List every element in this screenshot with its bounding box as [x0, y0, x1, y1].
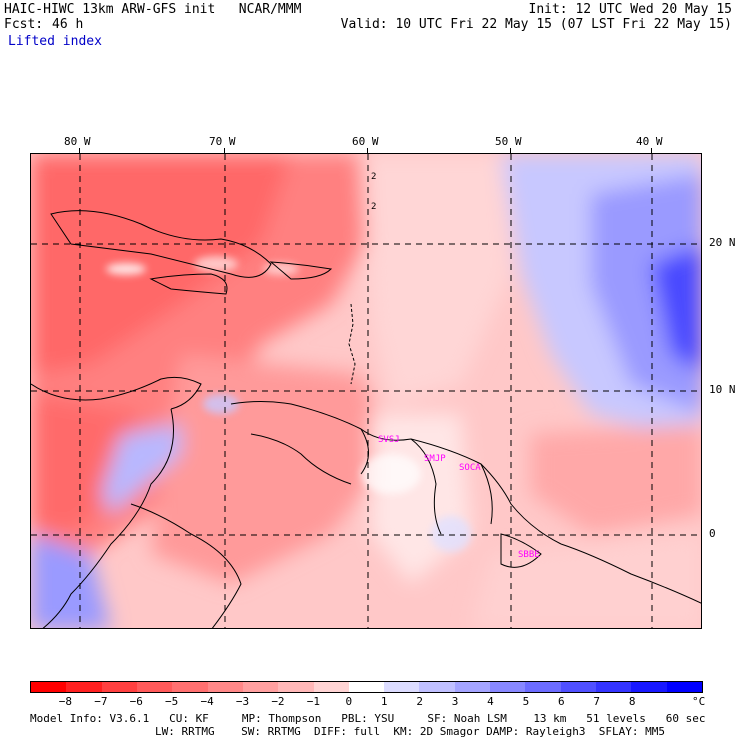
colorbar-swatch	[560, 682, 596, 692]
lon-label-70w: 70 W	[209, 135, 236, 148]
lifted-index-map: 2 2 SVSJ SMJP SOCA SBBE	[30, 153, 702, 629]
model-info-line2: LW: RRTMG SW: RRTMG DIFF: full KM: 2D Sm…	[155, 725, 665, 738]
colorbar-label: 4	[487, 695, 494, 708]
field-name: Lifted index	[8, 34, 102, 49]
colorbar-label: −6	[129, 695, 143, 708]
coastlines	[31, 210, 701, 628]
station-sbbe: SBBE	[518, 550, 540, 560]
colorbar-label: 3	[451, 695, 459, 708]
lon-label-40w: 40 W	[636, 135, 663, 148]
colorbar-label: 0	[345, 695, 353, 708]
lon-tick	[367, 148, 368, 153]
colorbar-swatch	[172, 682, 208, 692]
colorbar	[30, 681, 703, 693]
lon-label-50w: 50 W	[495, 135, 522, 148]
graticule	[31, 154, 701, 628]
colorbar-label: 1	[380, 695, 388, 708]
colorbar-label: −2	[271, 695, 285, 708]
colorbar-label: 5	[522, 695, 530, 708]
colorbar-swatch	[66, 682, 102, 692]
colorbar-swatch	[207, 682, 243, 692]
model-info-line1: Model Info: V3.6.1 CU: KF MP: Thompson P…	[30, 712, 706, 725]
colorbar-swatch	[631, 682, 667, 692]
colorbar-label: −5	[165, 695, 179, 708]
colorbar-swatch	[490, 682, 526, 692]
lon-label-60w: 60 W	[352, 135, 379, 148]
lon-tick	[651, 148, 652, 153]
contour-label: 2	[371, 202, 376, 212]
colorbar-label: −1	[306, 695, 320, 708]
colorbar-swatch	[278, 682, 314, 692]
colorbar-label: −7	[94, 695, 108, 708]
colorbar-swatch	[313, 682, 349, 692]
colorbar-swatch	[31, 682, 67, 692]
colorbar-label: 2	[416, 695, 423, 708]
colorbar-swatch	[596, 682, 632, 692]
colorbar-swatch	[454, 682, 491, 692]
station-soca: SOCA	[459, 463, 481, 473]
colorbar-swatch	[101, 682, 137, 692]
colorbar-swatch	[419, 682, 455, 692]
colorbar-swatch	[348, 682, 385, 692]
colorbar-label: −3	[235, 695, 250, 708]
colorbar-label: −8	[58, 695, 73, 708]
lon-tick	[79, 148, 80, 153]
lon-tick	[224, 148, 225, 153]
colorbar-swatch	[525, 682, 561, 692]
forecast-label: Fcst:	[4, 17, 44, 32]
lat-label-10n: 10 N	[709, 383, 736, 396]
lat-label-20n: 20 N	[709, 236, 736, 249]
init-time: Init: 12 UTC Wed 20 May 15	[528, 2, 733, 17]
forecast-hour: 46 h	[52, 17, 84, 32]
valid-time: Valid: 10 UTC Fri 22 May 15 (07 LST Fri …	[340, 17, 732, 32]
field-detail	[106, 256, 471, 552]
colorbar-label: 8	[628, 695, 636, 708]
contour-label: 2	[371, 172, 376, 182]
map-canvas: 2 2	[31, 154, 701, 628]
station-svsj: SVSJ	[378, 435, 400, 445]
colorbar-swatch	[242, 682, 279, 692]
lon-tick	[510, 148, 511, 153]
colorbar-label: 6	[558, 695, 565, 708]
lon-label-80w: 80 W	[64, 135, 91, 148]
colorbar-label: 7	[593, 695, 601, 708]
colorbar-unit: °C	[692, 695, 706, 708]
model-title: HAIC-HIWC 13km ARW-GFS init NCAR/MMM	[4, 2, 302, 17]
colorbar-label: −4	[200, 695, 214, 708]
lat-label-equator: 0	[709, 527, 716, 540]
station-smjp: SMJP	[424, 454, 446, 464]
colorbar-swatch	[384, 682, 420, 692]
colorbar-swatch	[136, 682, 173, 692]
colorbar-swatch	[666, 682, 702, 692]
